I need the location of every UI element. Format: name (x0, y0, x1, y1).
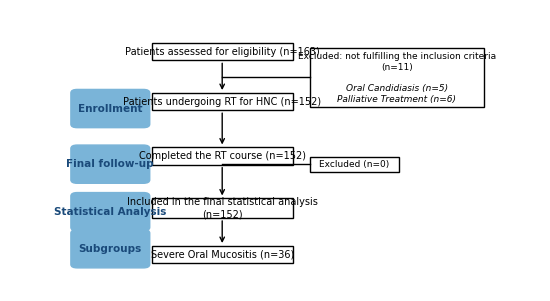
Text: Excluded: not fulfilling the inclusion criteria: Excluded: not fulfilling the inclusion c… (298, 52, 496, 61)
Text: Patients undergoing RT for HNC (n=152): Patients undergoing RT for HNC (n=152) (123, 97, 321, 107)
Text: Statistical Analysis: Statistical Analysis (54, 207, 167, 217)
FancyBboxPatch shape (71, 145, 150, 183)
FancyBboxPatch shape (71, 193, 150, 231)
Text: Enrollment: Enrollment (78, 104, 142, 113)
Bar (152, 43, 293, 61)
Text: Palliative Treatment (n=6): Palliative Treatment (n=6) (338, 95, 456, 104)
Bar (152, 93, 293, 110)
Text: Excluded (n=0): Excluded (n=0) (319, 160, 389, 169)
Text: (n=11): (n=11) (381, 63, 413, 72)
Text: Severe Oral Mucositis (n=36): Severe Oral Mucositis (n=36) (151, 250, 294, 259)
Text: Final follow-up: Final follow-up (67, 159, 154, 169)
Text: Subgroups: Subgroups (79, 244, 142, 254)
Bar (310, 48, 485, 107)
Text: Completed the RT course (n=152): Completed the RT course (n=152) (139, 151, 306, 161)
Bar (152, 147, 293, 165)
Text: Patients assessed for eligibility (n=163): Patients assessed for eligibility (n=163… (125, 47, 320, 57)
Text: Oral Candidiasis (n=5): Oral Candidiasis (n=5) (346, 84, 448, 93)
Bar (152, 246, 293, 263)
Bar (152, 198, 293, 218)
FancyBboxPatch shape (71, 230, 150, 268)
Bar (310, 157, 399, 172)
FancyBboxPatch shape (71, 89, 150, 128)
Text: Included in the final statistical analysis
(n=152): Included in the final statistical analys… (126, 197, 318, 219)
